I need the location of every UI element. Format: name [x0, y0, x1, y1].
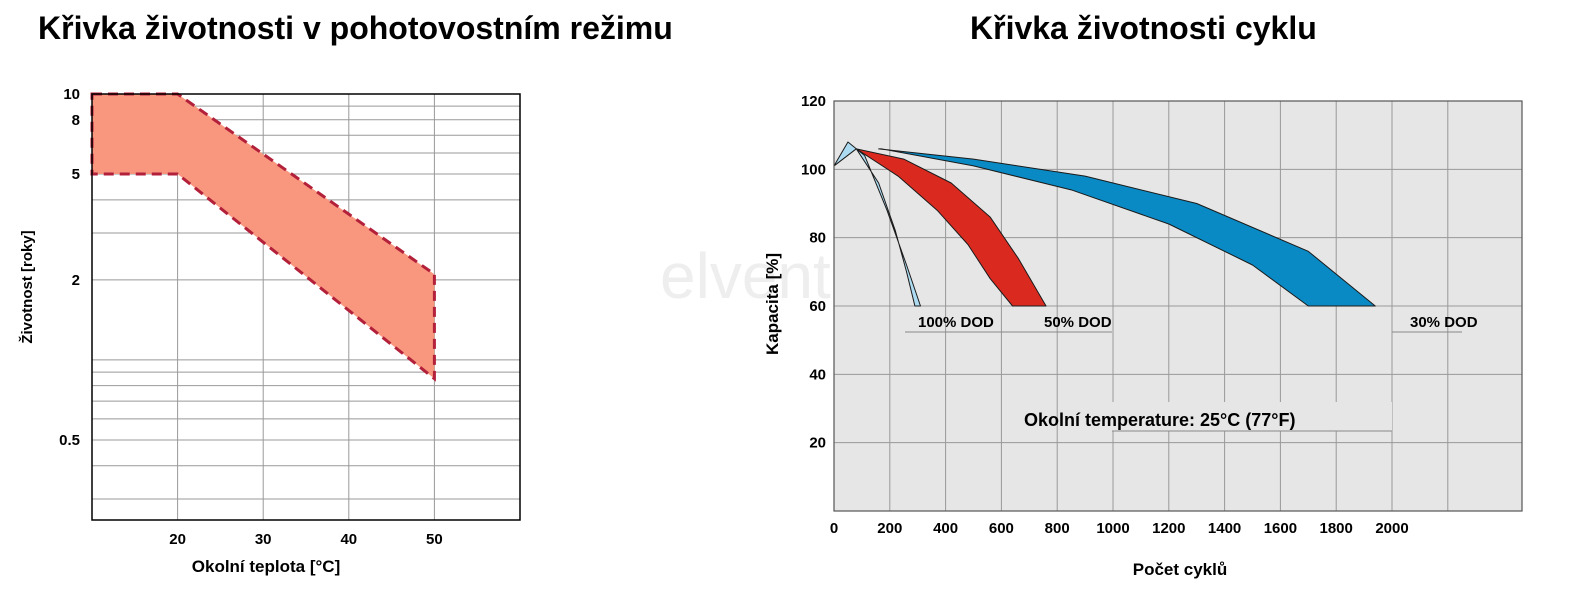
cycle-y-tick-label: 120	[801, 93, 826, 110]
cycle-plot-frame	[833, 100, 1523, 512]
standby-y-tick-label: 10	[63, 86, 80, 103]
cycle-x-tick-label: 0	[830, 520, 838, 537]
cycle-x-tick-label: 200	[877, 520, 902, 537]
cycle-x-tick-label: 2000	[1375, 520, 1408, 537]
standby-x-tick-label: 30	[255, 531, 272, 548]
standby-y-tick-label: 8	[72, 112, 80, 129]
standby-x-tick-label: 20	[169, 531, 186, 548]
cycle-y-tick-label: 40	[809, 366, 826, 383]
cycle-y-axis-label: Kapacita [%]	[763, 253, 782, 355]
standby-x-tick-label: 50	[426, 531, 443, 548]
cycle-series-label-100-dod: 100% DOD	[918, 314, 994, 331]
standby-y-tick-label: 5	[72, 166, 80, 183]
cycle-series-label-30-dod: 30% DOD	[1410, 314, 1478, 331]
cycle-y-tick-label: 20	[809, 435, 826, 452]
cycle-x-tick-label: 1400	[1208, 520, 1241, 537]
standby-y-tick-label: 0.5	[59, 432, 80, 449]
cycle-x-tick-label: 1000	[1096, 520, 1129, 537]
cycle-band-100-dod	[833, 141, 921, 307]
standby-y-tick-label: 2	[72, 272, 80, 289]
cycle-x-tick-label: 400	[933, 520, 958, 537]
cycle-x-tick-label: 800	[1045, 520, 1070, 537]
standby-life-chart: 10 8 5 2 0.5 20 30 40 50 Okolní teplota [°C] Život…	[18, 86, 521, 576]
cycle-x-axis-label: Počet cyklů	[1133, 560, 1228, 579]
standby-y-axis-label: Životnost [roky]	[18, 230, 36, 343]
cycle-x-tick-label: 1600	[1264, 520, 1297, 537]
cycle-chart-title: Křivka životnosti cyklu	[970, 10, 1317, 46]
standby-chart-title: Křivka životnosti v pohotovostním režimu	[38, 10, 673, 46]
temperature-annotation: Okolní temperature: 25°C (77°F)	[1024, 410, 1295, 430]
temperature-annotation-box	[1100, 402, 1392, 431]
cycle-y-tick-label: 60	[809, 298, 826, 315]
cycle-x-tick-label: 1200	[1152, 520, 1185, 537]
standby-x-tick-label: 40	[340, 531, 357, 548]
cycle-x-tick-label: 1800	[1320, 520, 1353, 537]
cycle-life-chart: 100% DOD 50% DOD 30% DOD Okolní temperature…	[763, 93, 1523, 579]
cycle-y-tick-label: 80	[809, 230, 826, 247]
cycle-x-tick-label: 600	[989, 520, 1014, 537]
cycle-band-50-dod	[855, 148, 1047, 307]
cycle-series-label-50-dod: 50% DOD	[1044, 314, 1112, 331]
standby-plot-frame	[91, 93, 521, 521]
standby-x-axis-label: Okolní teplota [°C]	[192, 557, 340, 576]
cycle-y-tick-label: 100	[801, 161, 826, 178]
cycle-band-30-dod	[878, 148, 1376, 307]
watermark: elventi	[660, 240, 845, 312]
